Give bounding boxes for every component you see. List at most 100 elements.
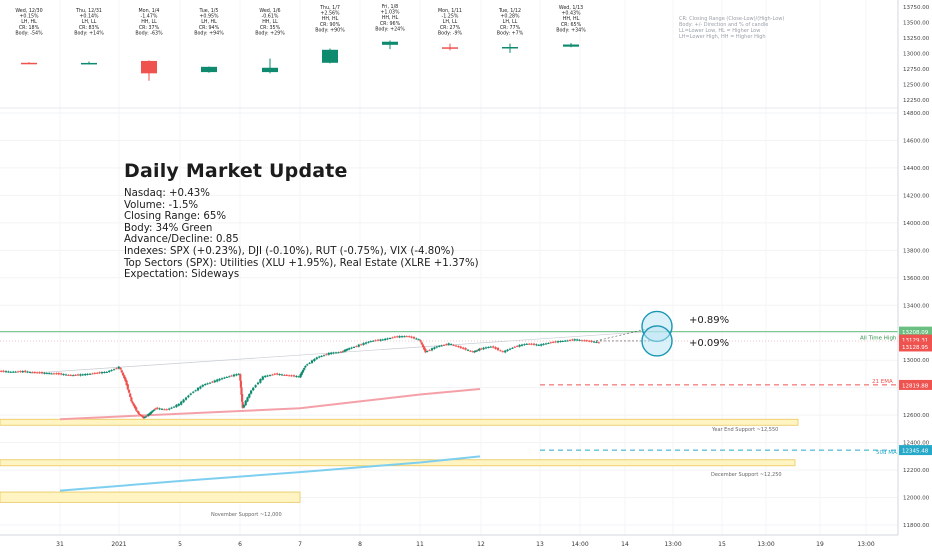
daily-summary-label: Body: +24% xyxy=(375,26,405,32)
price-candle-body xyxy=(355,346,358,348)
price-candle-body xyxy=(131,401,134,404)
price-candle-body xyxy=(45,373,48,375)
price-tag-label: 13128.95 xyxy=(902,345,929,351)
price-candle-body xyxy=(246,397,249,402)
price-candle-body xyxy=(204,384,207,386)
price-tag xyxy=(899,379,932,390)
price-candle-body xyxy=(100,372,104,374)
daily-summary-label: Wed, 1/13 xyxy=(559,5,583,11)
summary-candle-body xyxy=(201,66,217,73)
price-candle-body xyxy=(261,376,264,380)
price-candle-body xyxy=(127,389,131,393)
y-tick-label: 12200.00 xyxy=(903,468,930,474)
price-candle-body xyxy=(115,368,118,370)
support-zone xyxy=(0,459,796,467)
daily-summary-label: LH, LL xyxy=(503,19,518,25)
summary-candle-body xyxy=(563,44,579,47)
upper-y-tick-label: 13000.00 xyxy=(903,52,930,58)
price-candle-body xyxy=(393,336,396,338)
price-candle-body xyxy=(142,416,145,419)
y-tick-label: 13800.00 xyxy=(903,248,930,254)
price-candle-body xyxy=(489,346,492,348)
daily-summary-label: Fri, 1/8 xyxy=(382,4,399,10)
x-tick-label: 6 xyxy=(238,541,242,548)
price-candle-body xyxy=(72,375,75,377)
price-candle-body xyxy=(554,341,557,343)
price-candle-body xyxy=(4,371,8,373)
legend-note-line: LH=Lower High, HH = Higher High xyxy=(679,34,766,40)
price-candle-body xyxy=(559,341,562,343)
ma50-line xyxy=(59,455,481,492)
price-candle-body xyxy=(150,411,153,413)
price-candle-body xyxy=(438,345,441,347)
price-candle-body xyxy=(544,343,548,345)
x-tick-label: 13:00 xyxy=(664,541,681,548)
price-candle-body xyxy=(487,347,490,349)
update-body: Body: 34% Green xyxy=(124,222,213,234)
price-candle-body xyxy=(423,346,426,350)
price-candle-body xyxy=(496,347,500,351)
price-candle-body xyxy=(16,371,20,373)
daily-summary-label: CR: 35% xyxy=(260,25,281,31)
price-candle-body xyxy=(339,351,342,353)
price-candle-body xyxy=(120,370,123,373)
price-candle-body xyxy=(511,347,514,349)
price-candle-body xyxy=(537,344,540,346)
price-candle-body xyxy=(64,374,68,376)
upper-y-tick-label: 13750.00 xyxy=(903,5,930,11)
price-candle-body xyxy=(592,341,596,343)
price-candle-body xyxy=(67,374,70,376)
price-candle-body xyxy=(19,371,22,373)
price-candle-body xyxy=(84,373,87,376)
price-candle-body xyxy=(532,343,536,345)
price-candle-body xyxy=(76,374,80,376)
price-candle-body xyxy=(374,340,377,342)
update-closing-range: Closing Range: 65% xyxy=(124,211,227,223)
price-candle-body xyxy=(484,347,488,349)
upper-y-tick-label: 13250.00 xyxy=(903,36,930,42)
price-candle-body xyxy=(187,395,190,398)
price-candle-body xyxy=(256,382,260,385)
price-candle-body xyxy=(457,346,460,348)
price-candle-body xyxy=(426,351,429,353)
price-candle-body xyxy=(86,373,89,375)
price-tag-label: 12345.48 xyxy=(902,449,929,455)
y-tick-label: 11800.00 xyxy=(903,523,930,529)
price-candle-body xyxy=(508,348,512,350)
summary-candle-body xyxy=(382,41,398,45)
price-candle-body xyxy=(165,409,168,411)
projection-down-label: +0.09% xyxy=(689,338,730,349)
daily-summary-label: LH, LL xyxy=(443,19,458,25)
price-candle-body xyxy=(337,352,340,354)
price-candle-body xyxy=(501,351,504,353)
price-candle-body xyxy=(103,371,106,373)
daily-summary-label: Body: +7% xyxy=(497,30,524,36)
price-candle-body xyxy=(31,372,34,374)
price-tag-label: 13129.31 xyxy=(902,338,928,344)
year-end-support-label: Year End Support ~12,550 xyxy=(711,427,778,433)
y-tick-label: 12000.00 xyxy=(903,496,930,502)
price-candle-body xyxy=(194,390,197,392)
upper-y-tick-label: 12500.00 xyxy=(903,83,930,89)
price-candle-body xyxy=(327,352,330,355)
x-tick-label: 2021 xyxy=(111,541,126,548)
y-tick-label: 12400.00 xyxy=(903,441,930,447)
price-candle-body xyxy=(239,374,242,381)
legend-note-line: CR: Closing Range (Close-Low)/(High-Low) xyxy=(679,16,785,22)
price-candle-body xyxy=(223,377,226,379)
price-candle-body xyxy=(254,385,257,388)
price-candle-body xyxy=(424,348,427,353)
daily-summary-label: Tue, 1/12 xyxy=(498,8,521,14)
december-support-label: December Support ~12,250 xyxy=(711,472,782,478)
price-candle-body xyxy=(163,409,166,411)
price-candle-body xyxy=(175,404,178,408)
daily-summary-label: Body: +94% xyxy=(194,30,224,36)
price-candle-body xyxy=(475,350,479,352)
daily-summary-label: Body: +90% xyxy=(315,27,345,33)
y-tick-label: 14800.00 xyxy=(903,111,930,117)
price-candle-body xyxy=(341,351,344,353)
price-tag xyxy=(899,445,932,456)
price-candle-body xyxy=(241,402,244,408)
